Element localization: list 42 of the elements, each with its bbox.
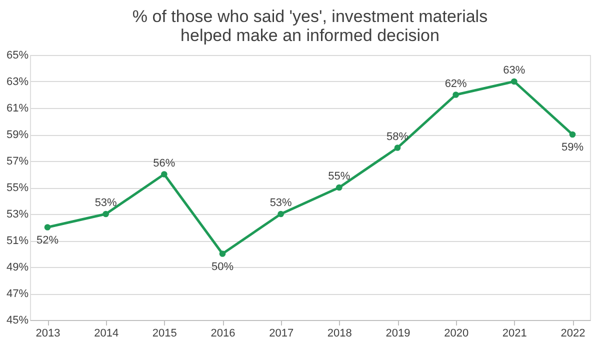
data-label: 52% <box>36 234 59 246</box>
point <box>102 210 109 218</box>
x-tick-label: 2016 <box>210 328 236 340</box>
y-tick-label: 59% <box>6 129 29 141</box>
data-label: 63% <box>503 64 526 76</box>
point <box>44 224 51 230</box>
x-tick-label: 2015 <box>152 328 177 340</box>
data-label: 58% <box>386 130 409 143</box>
point <box>219 250 226 257</box>
y-tick-label: 47% <box>6 288 29 300</box>
y-tick-label: 63% <box>6 76 29 88</box>
point <box>278 210 284 218</box>
x-tick-label: 2019 <box>386 328 410 340</box>
point <box>569 131 576 138</box>
y-tick-label: 49% <box>6 262 29 274</box>
data-label: 62% <box>444 78 468 90</box>
y-tick-label: 65% <box>6 50 29 62</box>
y-tick-label: 61% <box>6 102 29 114</box>
point <box>452 92 459 98</box>
point <box>394 144 401 151</box>
x-tick-label: 2018 <box>327 328 352 340</box>
x-tick-label: 2022 <box>560 328 586 340</box>
data-label: 56% <box>153 157 176 170</box>
x-tick-label: 2021 <box>502 328 527 340</box>
point <box>161 171 168 178</box>
y-tick-label: 53% <box>6 208 29 220</box>
data-label: 59% <box>561 142 584 154</box>
point <box>336 184 342 191</box>
x-tick-label: 2020 <box>444 328 469 340</box>
chart-title: % of those who said 'yes', investment materials helped make an informed decision <box>132 7 488 45</box>
y-tick-label: 57% <box>6 156 29 168</box>
y-tick-label: 51% <box>6 235 29 247</box>
point <box>511 78 518 85</box>
y-tick-label: 45% <box>6 314 29 326</box>
y-tick-label: 55% <box>6 182 29 194</box>
data-label: 50% <box>211 260 234 273</box>
x-tick-label: 2013 <box>36 328 60 340</box>
data-label: 53% <box>270 197 292 209</box>
data-label: 53% <box>94 197 118 209</box>
x-tick-label: 2014 <box>94 328 119 340</box>
data-label: 55% <box>328 170 350 182</box>
x-tick-label: 2017 <box>269 328 294 340</box>
